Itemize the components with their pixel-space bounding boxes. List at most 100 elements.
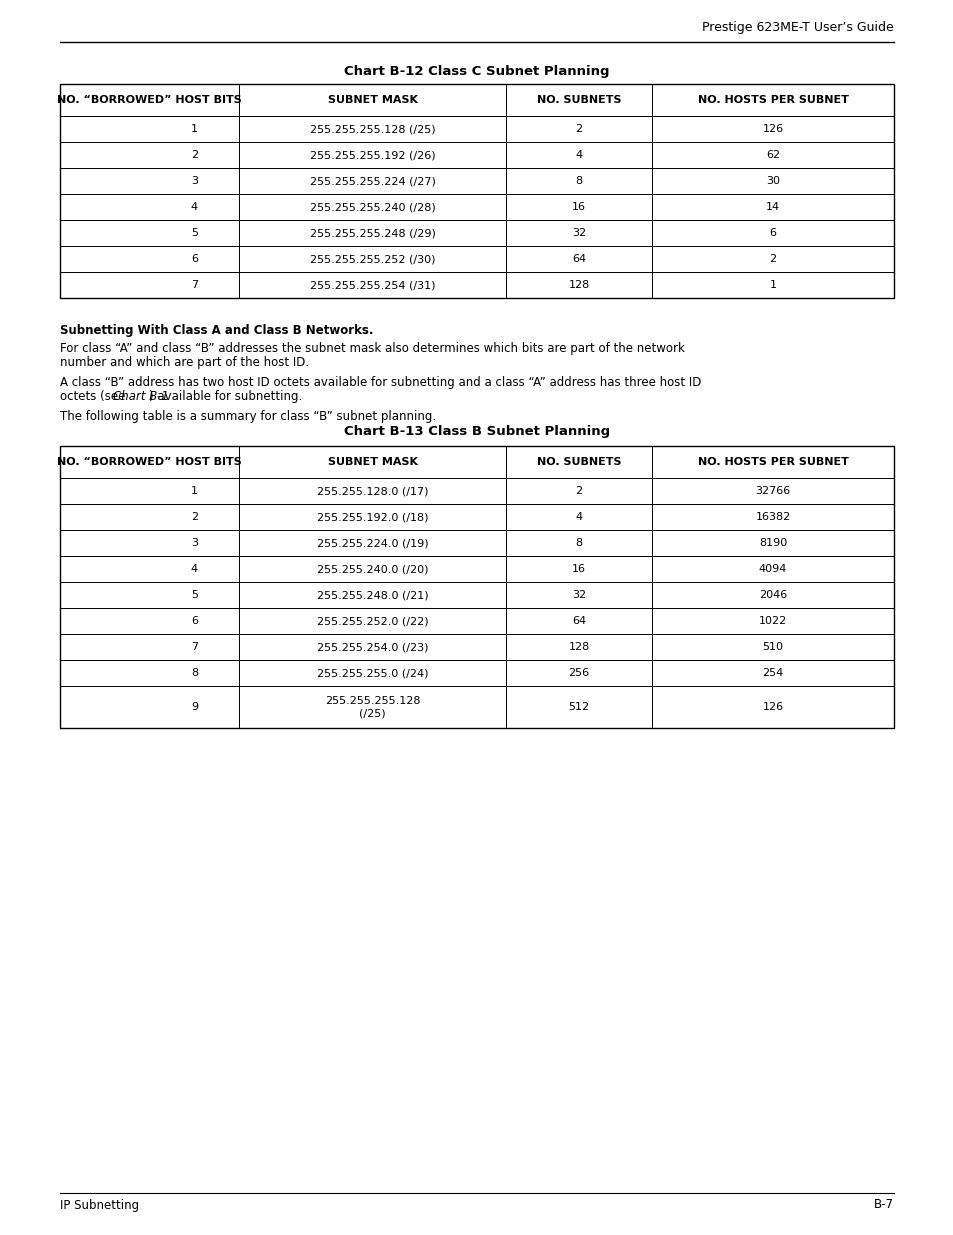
Bar <box>239 116 506 142</box>
Text: 3: 3 <box>191 177 198 186</box>
Text: 255.255.255.252 (/30): 255.255.255.252 (/30) <box>310 254 435 264</box>
Bar <box>239 446 506 478</box>
Bar <box>506 685 652 727</box>
Bar <box>652 608 893 634</box>
Text: For class “A” and class “B” addresses the subnet mask also determines which bits: For class “A” and class “B” addresses th… <box>60 342 684 354</box>
Text: NO. SUBNETS: NO. SUBNETS <box>537 95 620 105</box>
Text: 2: 2 <box>191 513 198 522</box>
Text: 128: 128 <box>568 642 589 652</box>
Text: NO. SUBNETS: NO. SUBNETS <box>537 457 620 467</box>
Text: 6: 6 <box>769 228 776 238</box>
Text: 64: 64 <box>572 254 585 264</box>
Bar <box>239 634 506 659</box>
Text: Subnetting With Class A and Class B Networks.: Subnetting With Class A and Class B Netw… <box>60 324 374 337</box>
Bar <box>60 220 239 246</box>
Bar <box>239 194 506 220</box>
Text: 62: 62 <box>765 149 780 161</box>
Text: 126: 126 <box>761 701 782 713</box>
Bar <box>60 84 239 116</box>
Text: 510: 510 <box>761 642 782 652</box>
Text: 255.255.255.192 (/26): 255.255.255.192 (/26) <box>310 149 436 161</box>
Text: number and which are part of the host ID.: number and which are part of the host ID… <box>60 356 309 369</box>
Bar <box>652 556 893 582</box>
Bar <box>506 634 652 659</box>
Text: 2046: 2046 <box>759 590 786 600</box>
Bar <box>652 685 893 727</box>
Bar <box>652 478 893 504</box>
Text: 128: 128 <box>568 280 589 290</box>
Text: The following table is a summary for class “B” subnet planning.: The following table is a summary for cla… <box>60 410 436 424</box>
Text: 1: 1 <box>769 280 776 290</box>
Text: 255.255.252.0 (/22): 255.255.252.0 (/22) <box>316 616 428 626</box>
Bar <box>652 220 893 246</box>
Bar <box>506 659 652 685</box>
Text: 255.255.192.0 (/18): 255.255.192.0 (/18) <box>316 513 428 522</box>
Bar <box>652 246 893 272</box>
Text: 5: 5 <box>191 590 198 600</box>
Bar <box>239 142 506 168</box>
Text: 8: 8 <box>575 177 582 186</box>
Text: 4: 4 <box>191 564 198 574</box>
Text: 32766: 32766 <box>755 487 790 496</box>
Bar <box>239 220 506 246</box>
Bar <box>60 446 893 727</box>
Bar <box>239 608 506 634</box>
Bar <box>239 478 506 504</box>
Text: A class “B” address has two host ID octets available for subnetting and a class : A class “B” address has two host ID octe… <box>60 375 700 389</box>
Text: 64: 64 <box>572 616 585 626</box>
Text: 254: 254 <box>761 668 782 678</box>
Text: 255.255.255.128
(/25): 255.255.255.128 (/25) <box>325 695 420 719</box>
Bar <box>652 272 893 298</box>
Text: 2: 2 <box>575 487 582 496</box>
Bar <box>60 504 239 530</box>
Bar <box>239 582 506 608</box>
Text: B-7: B-7 <box>873 1198 893 1212</box>
Text: 255.255.255.128 (/25): 255.255.255.128 (/25) <box>310 124 436 135</box>
Text: 32: 32 <box>572 228 585 238</box>
Text: 6: 6 <box>191 254 198 264</box>
Bar <box>506 272 652 298</box>
Text: 256: 256 <box>568 668 589 678</box>
Text: NO. “BORROWED” HOST BITS: NO. “BORROWED” HOST BITS <box>57 457 242 467</box>
Text: 4094: 4094 <box>758 564 786 574</box>
Bar <box>506 246 652 272</box>
Text: NO. HOSTS PER SUBNET: NO. HOSTS PER SUBNET <box>697 95 847 105</box>
Bar <box>60 246 239 272</box>
Bar <box>60 116 239 142</box>
Bar <box>506 556 652 582</box>
Text: Chart B-13 Class B Subnet Planning: Chart B-13 Class B Subnet Planning <box>344 426 609 438</box>
Text: octets (see: octets (see <box>60 390 129 403</box>
Bar <box>239 530 506 556</box>
Bar <box>652 659 893 685</box>
Bar <box>506 84 652 116</box>
Bar <box>60 556 239 582</box>
Text: 255.255.255.0 (/24): 255.255.255.0 (/24) <box>316 668 428 678</box>
Text: Chart B-1: Chart B-1 <box>113 390 169 403</box>
Bar <box>652 194 893 220</box>
Text: 30: 30 <box>765 177 780 186</box>
Text: 1022: 1022 <box>759 616 786 626</box>
Text: 2: 2 <box>769 254 776 264</box>
Text: IP Subnetting: IP Subnetting <box>60 1198 139 1212</box>
Bar <box>60 446 239 478</box>
Bar <box>652 84 893 116</box>
Bar <box>239 685 506 727</box>
Bar <box>506 478 652 504</box>
Bar <box>239 272 506 298</box>
Text: 126: 126 <box>761 124 782 135</box>
Text: 8: 8 <box>191 668 198 678</box>
Bar <box>239 504 506 530</box>
Text: 4: 4 <box>575 149 582 161</box>
Bar <box>652 504 893 530</box>
Bar <box>652 168 893 194</box>
Text: SUBNET MASK: SUBNET MASK <box>328 457 417 467</box>
Bar <box>652 446 893 478</box>
Text: 8: 8 <box>575 538 582 548</box>
Text: 3: 3 <box>191 538 198 548</box>
Bar <box>60 84 893 298</box>
Text: 5: 5 <box>191 228 198 238</box>
Text: 255.255.224.0 (/19): 255.255.224.0 (/19) <box>316 538 428 548</box>
Bar <box>506 168 652 194</box>
Text: 7: 7 <box>191 642 198 652</box>
Text: 8190: 8190 <box>759 538 786 548</box>
